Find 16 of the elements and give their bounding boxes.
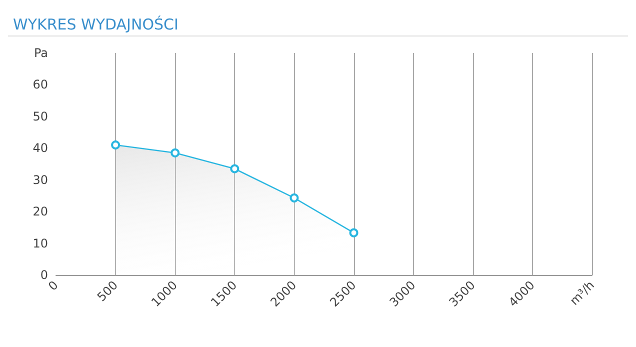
point <box>230 164 240 174</box>
y-tick-label: 40 <box>32 141 48 156</box>
point <box>349 228 358 238</box>
point <box>290 193 299 202</box>
y-tick-label: 20 <box>32 204 48 219</box>
y-tick-label: 30 <box>32 172 48 187</box>
x-tick-label: 500 <box>94 278 121 304</box>
y-tick-label: Pa <box>34 46 48 60</box>
y-tick-label: 50 <box>32 109 48 124</box>
chart-title: WYKRES WYDAJNOŚCI <box>13 16 178 34</box>
y-tick-label: 0 <box>40 268 48 282</box>
y-tick-label: 10 <box>32 236 48 250</box>
point <box>170 148 180 158</box>
y-tick-label: 60 <box>32 78 48 92</box>
x-tick-label: 0 <box>46 278 61 294</box>
point <box>111 140 120 150</box>
